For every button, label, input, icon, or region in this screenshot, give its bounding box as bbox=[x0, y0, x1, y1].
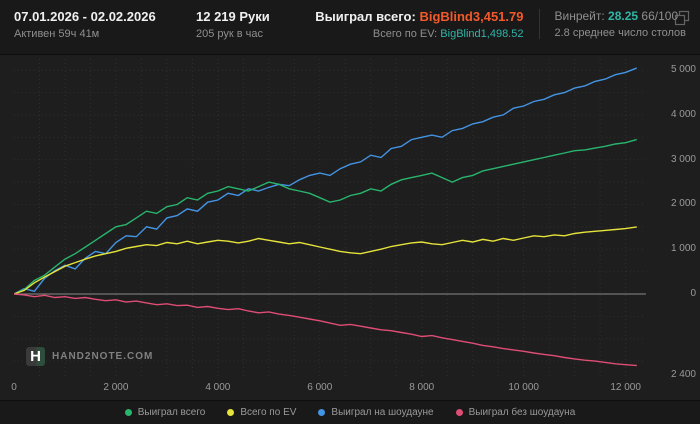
legend-item-won-non-showdown[interactable]: Выиграл без шоудауна bbox=[455, 407, 575, 418]
hands-count: 12 219 Руки bbox=[196, 9, 270, 24]
legend-dot-blue bbox=[318, 409, 326, 416]
y-axis-label: 5 000 bbox=[670, 64, 696, 76]
series-won-non-showdown bbox=[14, 293, 637, 367]
series-won-total bbox=[14, 138, 637, 295]
hand2note-logo-icon: H bbox=[26, 347, 45, 366]
series-won-showdown bbox=[14, 67, 638, 295]
won-total-label: Выиграл всего: bbox=[315, 9, 416, 24]
y-axis-label: 4 000 bbox=[670, 108, 696, 120]
x-axis-label: 0 bbox=[11, 382, 17, 393]
winrate-block: Винрейт: 28.25 66/100 2.8 среднее число … bbox=[539, 9, 686, 39]
winnings-block: Выиграл всего: BigBlind3,451.79 Всего по… bbox=[315, 9, 523, 40]
winrate-label: Винрейт: bbox=[554, 9, 605, 23]
x-axis-label: 2 000 bbox=[103, 382, 129, 393]
hand2note-logo[interactable]: H HAND2NOTE.COM bbox=[26, 347, 153, 366]
legend-item-ev-total[interactable]: Всего по EV bbox=[227, 407, 296, 418]
legend-bar: Выиграл всего Всего по EV Выиграл на шоу… bbox=[0, 400, 700, 424]
y-axis-label: 0 bbox=[690, 287, 696, 299]
y-axis-label: 2 000 bbox=[670, 198, 696, 210]
graph-area: 5 000 4 000 3 000 2 000 1 000 0 2 400 0 2 000 4 … bbox=[0, 55, 700, 400]
ev-total-value: BigBlind1,498.52 bbox=[440, 28, 524, 40]
legend-dot-green bbox=[124, 409, 132, 416]
x-axis-label: 10 000 bbox=[508, 382, 539, 393]
won-total-value: BigBlind3,451.79 bbox=[419, 9, 524, 24]
x-axis-label: 8 000 bbox=[409, 382, 435, 393]
x-axis-label: 12 000 bbox=[610, 382, 641, 393]
avg-tables: 2.8 среднее число столов bbox=[554, 27, 686, 39]
hands-block: 12 219 Руки 205 рук в час bbox=[196, 9, 314, 40]
winnings-graph bbox=[14, 59, 646, 379]
winrate-value: 28.25 bbox=[608, 9, 639, 23]
series-ev-total bbox=[14, 226, 637, 295]
y-axis-label: 3 000 bbox=[670, 153, 696, 165]
hand2note-logo-text: HAND2NOTE.COM bbox=[52, 351, 154, 362]
legend-item-won-total[interactable]: Выиграл всего bbox=[124, 407, 205, 418]
active-time: Активен 59ч 41м bbox=[14, 28, 100, 40]
session-block: 07.01.2026 - 02.02.2026 Активен 59ч 41м bbox=[14, 9, 196, 40]
winrate-sample: 66/100 bbox=[641, 9, 679, 23]
x-axis-label: 6 000 bbox=[307, 382, 333, 393]
y-axis-label: 2 400 bbox=[670, 369, 696, 380]
legend-item-won-showdown[interactable]: Выиграл на шоудауне bbox=[318, 407, 434, 418]
legend-dot-yellow bbox=[227, 409, 235, 416]
x-axis-label: 4 000 bbox=[205, 382, 231, 393]
y-axis-label: 1 000 bbox=[670, 243, 696, 255]
stats-header: 07.01.2026 - 02.02.2026 Активен 59ч 41м … bbox=[0, 0, 700, 55]
date-range: 07.01.2026 - 02.02.2026 bbox=[14, 9, 156, 24]
expand-window-icon[interactable] bbox=[674, 10, 690, 26]
legend-dot-pink bbox=[455, 409, 463, 416]
ev-total-label: Всего по EV: bbox=[372, 28, 438, 40]
hands-per-hour: 205 рук в час bbox=[196, 28, 264, 40]
